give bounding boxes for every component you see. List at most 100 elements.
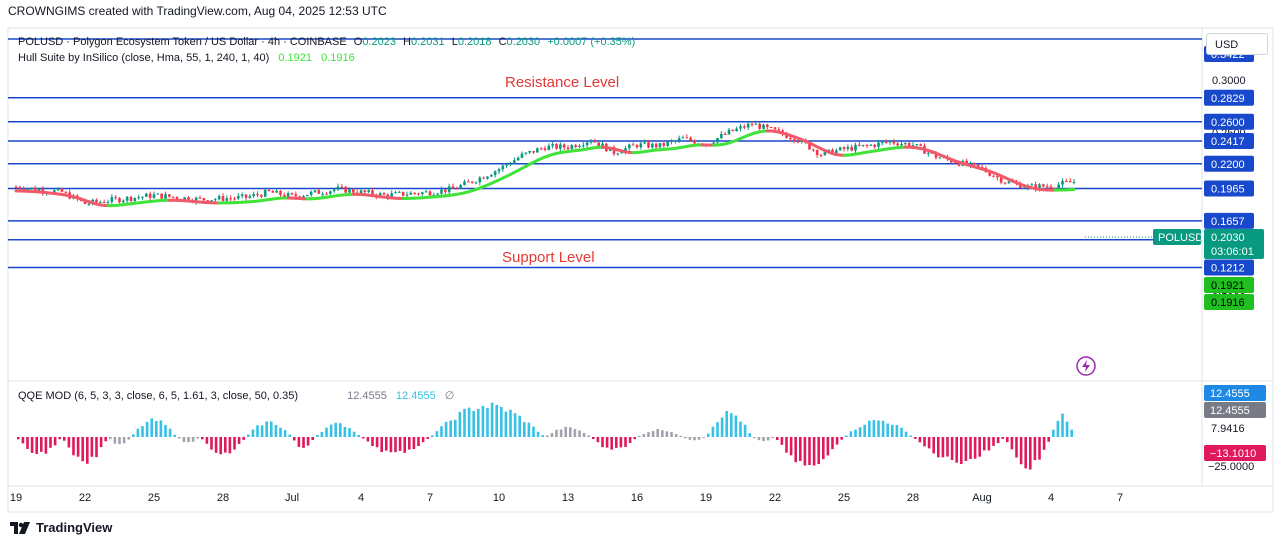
- qqe-bar: [725, 411, 728, 437]
- candle-body: [87, 203, 91, 205]
- qqe-tag-label: 12.4555: [1210, 388, 1250, 400]
- candle: [601, 141, 604, 147]
- qqe-bar: [398, 437, 402, 451]
- candle-body: [543, 148, 547, 151]
- candle-body: [953, 162, 957, 164]
- candle: [256, 191, 259, 198]
- candle-body: [275, 190, 278, 193]
- candle-body: [256, 194, 259, 196]
- qqe-legend[interactable]: QQE MOD (6, 5, 3, 3, close, 6, 5, 1.61, …: [18, 389, 454, 402]
- qqe-bar: [536, 431, 540, 437]
- qqe-bar: [99, 437, 103, 448]
- candle-body: [344, 186, 347, 193]
- qqe-bar: [118, 437, 121, 445]
- candle: [252, 191, 255, 198]
- candle-body: [83, 200, 87, 205]
- qqe-bar: [550, 433, 554, 437]
- time-tick-label: 4: [358, 492, 364, 504]
- qqe-bar: [122, 437, 126, 444]
- candle: [681, 135, 685, 139]
- candle: [344, 186, 347, 194]
- qqe-bar: [136, 428, 140, 437]
- candle-body: [861, 144, 865, 146]
- candle: [451, 183, 455, 189]
- candle: [927, 151, 930, 157]
- qqe-bar: [831, 437, 834, 450]
- qqe-bar: [877, 420, 880, 437]
- qqe-bar: [812, 437, 816, 466]
- candle-body: [317, 190, 321, 194]
- qqe-bar: [633, 437, 636, 440]
- candle: [904, 142, 907, 146]
- candle-body: [896, 143, 899, 146]
- candle: [716, 137, 719, 145]
- tradingview-logo-icon: [10, 521, 30, 534]
- horizontal-levels: [8, 38, 1202, 269]
- qqe-tag-bg: [1204, 385, 1266, 401]
- candle-body: [432, 194, 436, 196]
- candle-body: [881, 141, 884, 143]
- candle-body: [248, 196, 252, 198]
- candle-body: [888, 141, 892, 143]
- candle: [812, 148, 815, 152]
- qqe-bar: [385, 437, 388, 451]
- qqe-bar: [996, 437, 1000, 444]
- candle-body: [486, 176, 489, 179]
- time-axis[interactable]: 19 22 25 28 Jul 4 7 10 13 16 19 22 25 28 Aug 4 7: [10, 492, 1123, 504]
- candle-body: [735, 128, 738, 132]
- candle-body: [712, 142, 715, 144]
- indicator-legend[interactable]: Hull Suite by InSilico (close, Hma, 55, …: [18, 52, 355, 64]
- qqe-bar: [601, 437, 604, 448]
- candle: [1042, 183, 1045, 188]
- qqe-bar: [49, 437, 52, 448]
- qqe-bar: [490, 402, 494, 437]
- qqe-bar: [357, 434, 360, 437]
- candle: [102, 199, 106, 204]
- qqe-bar: [762, 437, 765, 442]
- qqe-bar: [343, 426, 347, 437]
- candle: [815, 149, 819, 159]
- level-tag-label: 0.2829: [1211, 93, 1245, 105]
- candle-body: [723, 134, 727, 136]
- candle: [869, 143, 873, 146]
- candle-body: [815, 150, 819, 156]
- candle-body: [451, 186, 455, 189]
- candle: [766, 123, 769, 130]
- currency-button[interactable]: USD: [1206, 33, 1268, 55]
- qqe-bar: [228, 437, 232, 454]
- candle: [854, 142, 857, 154]
- qqe-bar: [440, 426, 443, 437]
- candle-body: [26, 188, 29, 191]
- qqe-bar: [279, 427, 282, 437]
- candle-body: [99, 201, 102, 203]
- candle: [474, 181, 478, 185]
- candle: [382, 192, 386, 195]
- candle: [505, 163, 508, 169]
- tradingview-logo[interactable]: TradingView: [10, 520, 112, 535]
- candle-body: [597, 142, 600, 147]
- candle: [746, 120, 750, 130]
- qqe-bar: [679, 435, 682, 437]
- candle: [685, 134, 689, 139]
- candle-body: [739, 126, 742, 129]
- candle-body: [877, 142, 880, 147]
- candle-body: [405, 194, 409, 196]
- candle-body: [593, 141, 597, 143]
- candle-body: [118, 198, 121, 203]
- candle: [635, 144, 639, 149]
- candle: [643, 139, 646, 145]
- qqe-bar: [955, 437, 958, 463]
- candle: [892, 139, 896, 146]
- time-tick-label: 22: [79, 492, 91, 504]
- qqe-bar: [95, 437, 98, 458]
- symbol-legend[interactable]: POLUSD · Polygon Ecosystem Token / US Do…: [18, 36, 635, 48]
- qqe-bar: [509, 409, 512, 437]
- price-scale[interactable]: 0.30000.25000.10000.34220.28290.26000.24…: [1153, 46, 1264, 310]
- qqe-bar: [518, 415, 521, 437]
- candle: [861, 144, 865, 147]
- qqe-bar: [173, 434, 176, 437]
- candle-body: [60, 188, 64, 192]
- lightning-icon[interactable]: [1076, 356, 1096, 376]
- qqe-bar: [651, 431, 655, 437]
